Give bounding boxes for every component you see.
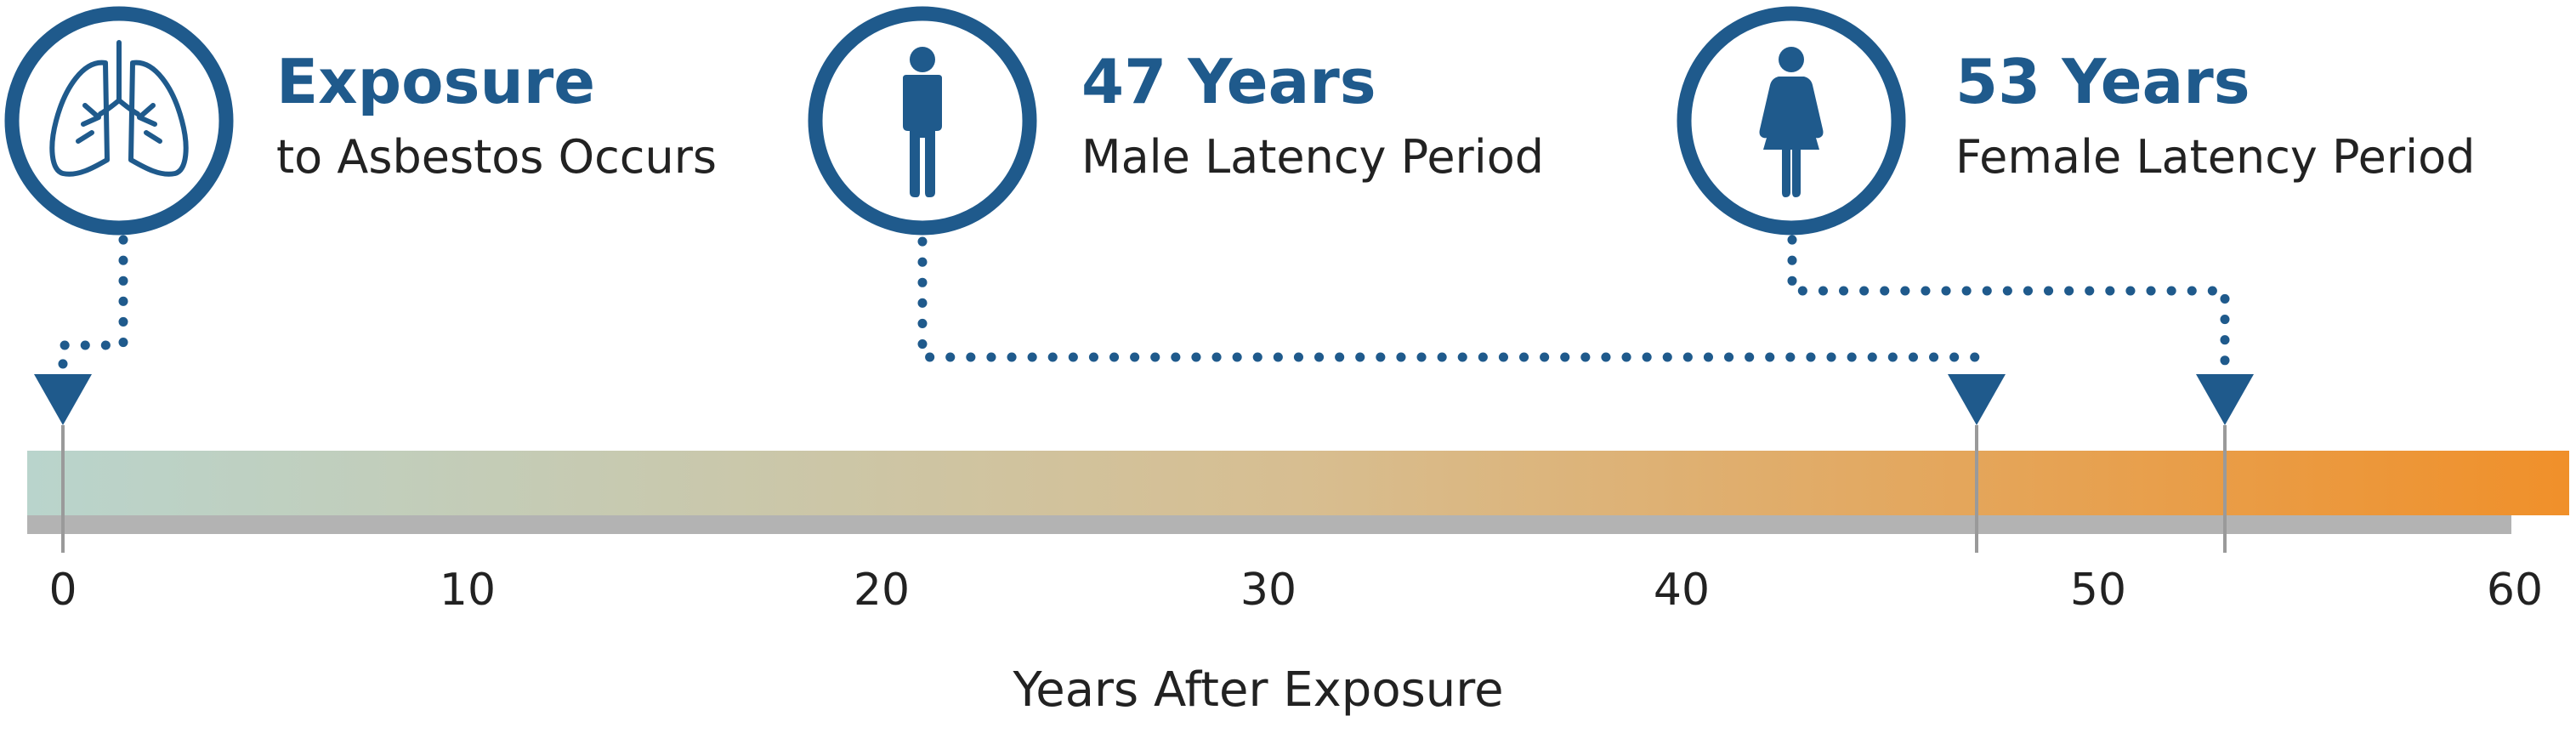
arrow-male	[1948, 374, 2006, 425]
tick-label-20: 20	[853, 565, 911, 616]
male-latency-caption: Male Latency Period	[1081, 130, 1545, 184]
female-latency-headline: 53 Years	[1955, 46, 2250, 117]
lungs-icon	[49, 40, 189, 177]
tick-label-50: 50	[2069, 565, 2127, 616]
callout-exposure: Exposure to Asbestos Occurs	[276, 48, 717, 185]
tick-label-40: 40	[1653, 565, 1711, 616]
tick-label-0: 0	[48, 565, 77, 616]
tick-label-30: 30	[1240, 565, 1297, 616]
tick-label-10: 10	[439, 565, 496, 616]
female-latency-caption: Female Latency Period	[1955, 130, 2476, 184]
connector-female	[1787, 235, 2230, 369]
exposure-caption: to Asbestos Occurs	[276, 130, 718, 184]
male-person-icon	[903, 47, 942, 197]
connector-male	[917, 236, 1982, 369]
callout-female-latency: 53 Years Female Latency Period	[1955, 48, 2475, 185]
female-person-icon	[1759, 47, 1824, 197]
connector-exposure	[58, 235, 128, 369]
timeline-bar	[27, 451, 2569, 515]
arrow-female	[2196, 374, 2254, 425]
male-latency-headline: 47 Years	[1081, 46, 1376, 117]
axis-title: Years After Exposure	[1013, 662, 1504, 718]
exposure-headline: Exposure	[276, 46, 596, 117]
arrow-exposure	[34, 374, 92, 425]
callout-male-latency: 47 Years Male Latency Period	[1081, 48, 1544, 185]
tick-label-60: 60	[2486, 565, 2544, 616]
